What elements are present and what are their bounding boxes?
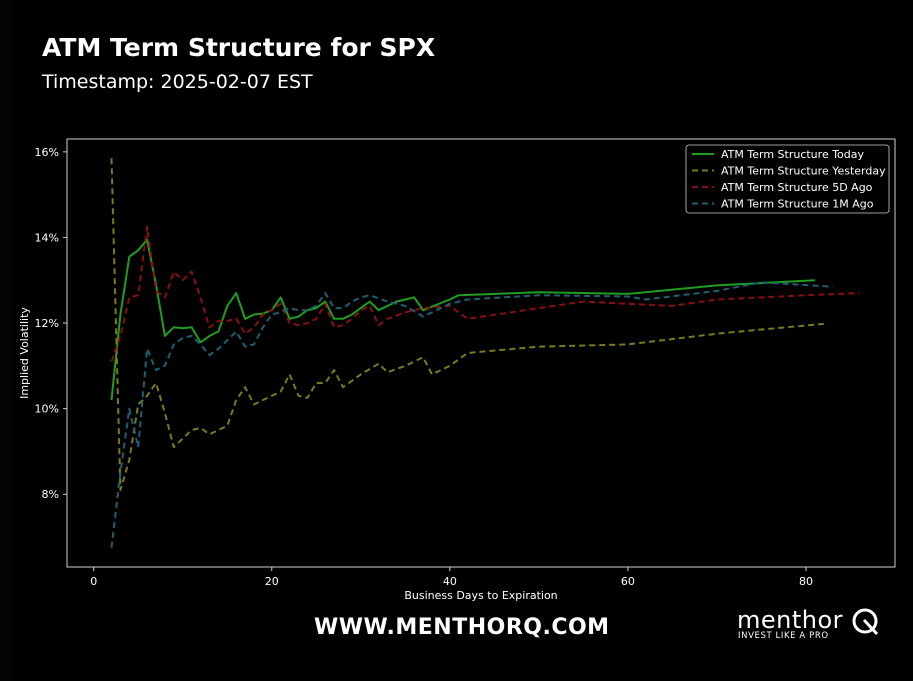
x-tick-label: 40	[443, 575, 457, 588]
page-title: ATM Term Structure for SPX	[42, 33, 436, 62]
logo-wordmark: menthor	[737, 606, 844, 634]
legend-label-3: ATM Term Structure 1M Ago	[721, 198, 874, 211]
logo-tagline: INVEST LIKE A PRO	[738, 631, 829, 641]
series-group	[110, 158, 860, 548]
series-line-2	[110, 225, 860, 362]
y-tick-label: 16%	[35, 146, 59, 159]
y-axis-ticks: 8% 10% 12% 14% 16%	[35, 146, 67, 501]
x-tick-label: 0	[90, 575, 97, 588]
y-tick-label: 14%	[35, 231, 59, 244]
series-line-0	[110, 238, 815, 401]
x-tick-label: 60	[621, 575, 635, 588]
timestamp-subtitle: Timestamp: 2025-02-07 EST	[42, 71, 313, 93]
y-tick-label: 8%	[42, 488, 59, 501]
menthorq-logo: menthor INVEST LIKE A PRO	[737, 606, 887, 646]
x-tick-label: 80	[799, 575, 813, 588]
left-edge-strip	[0, 0, 12, 681]
website-url: WWW.MENTHORQ.COM	[314, 615, 610, 640]
legend-label-2: ATM Term Structure 5D Ago	[721, 181, 873, 194]
legend-box	[685, 144, 890, 214]
x-tick-label: 20	[265, 575, 279, 588]
legend-label-0: ATM Term Structure Today	[721, 148, 865, 161]
series-line-1	[110, 158, 824, 491]
y-tick-label: 12%	[35, 317, 59, 330]
series-line-3	[110, 281, 833, 548]
y-axis-label: Implied Volatility	[18, 307, 31, 399]
legend: ATM Term Structure Today ATM Term Structu…	[685, 144, 890, 214]
x-axis-ticks: 0 20 40 60 80	[90, 567, 813, 588]
y-tick-label: 10%	[35, 403, 59, 416]
q-magnifier-icon	[852, 608, 879, 636]
legend-label-1: ATM Term Structure Yesterday	[721, 165, 886, 178]
x-axis-label: Business Days to Expiration	[404, 589, 557, 602]
